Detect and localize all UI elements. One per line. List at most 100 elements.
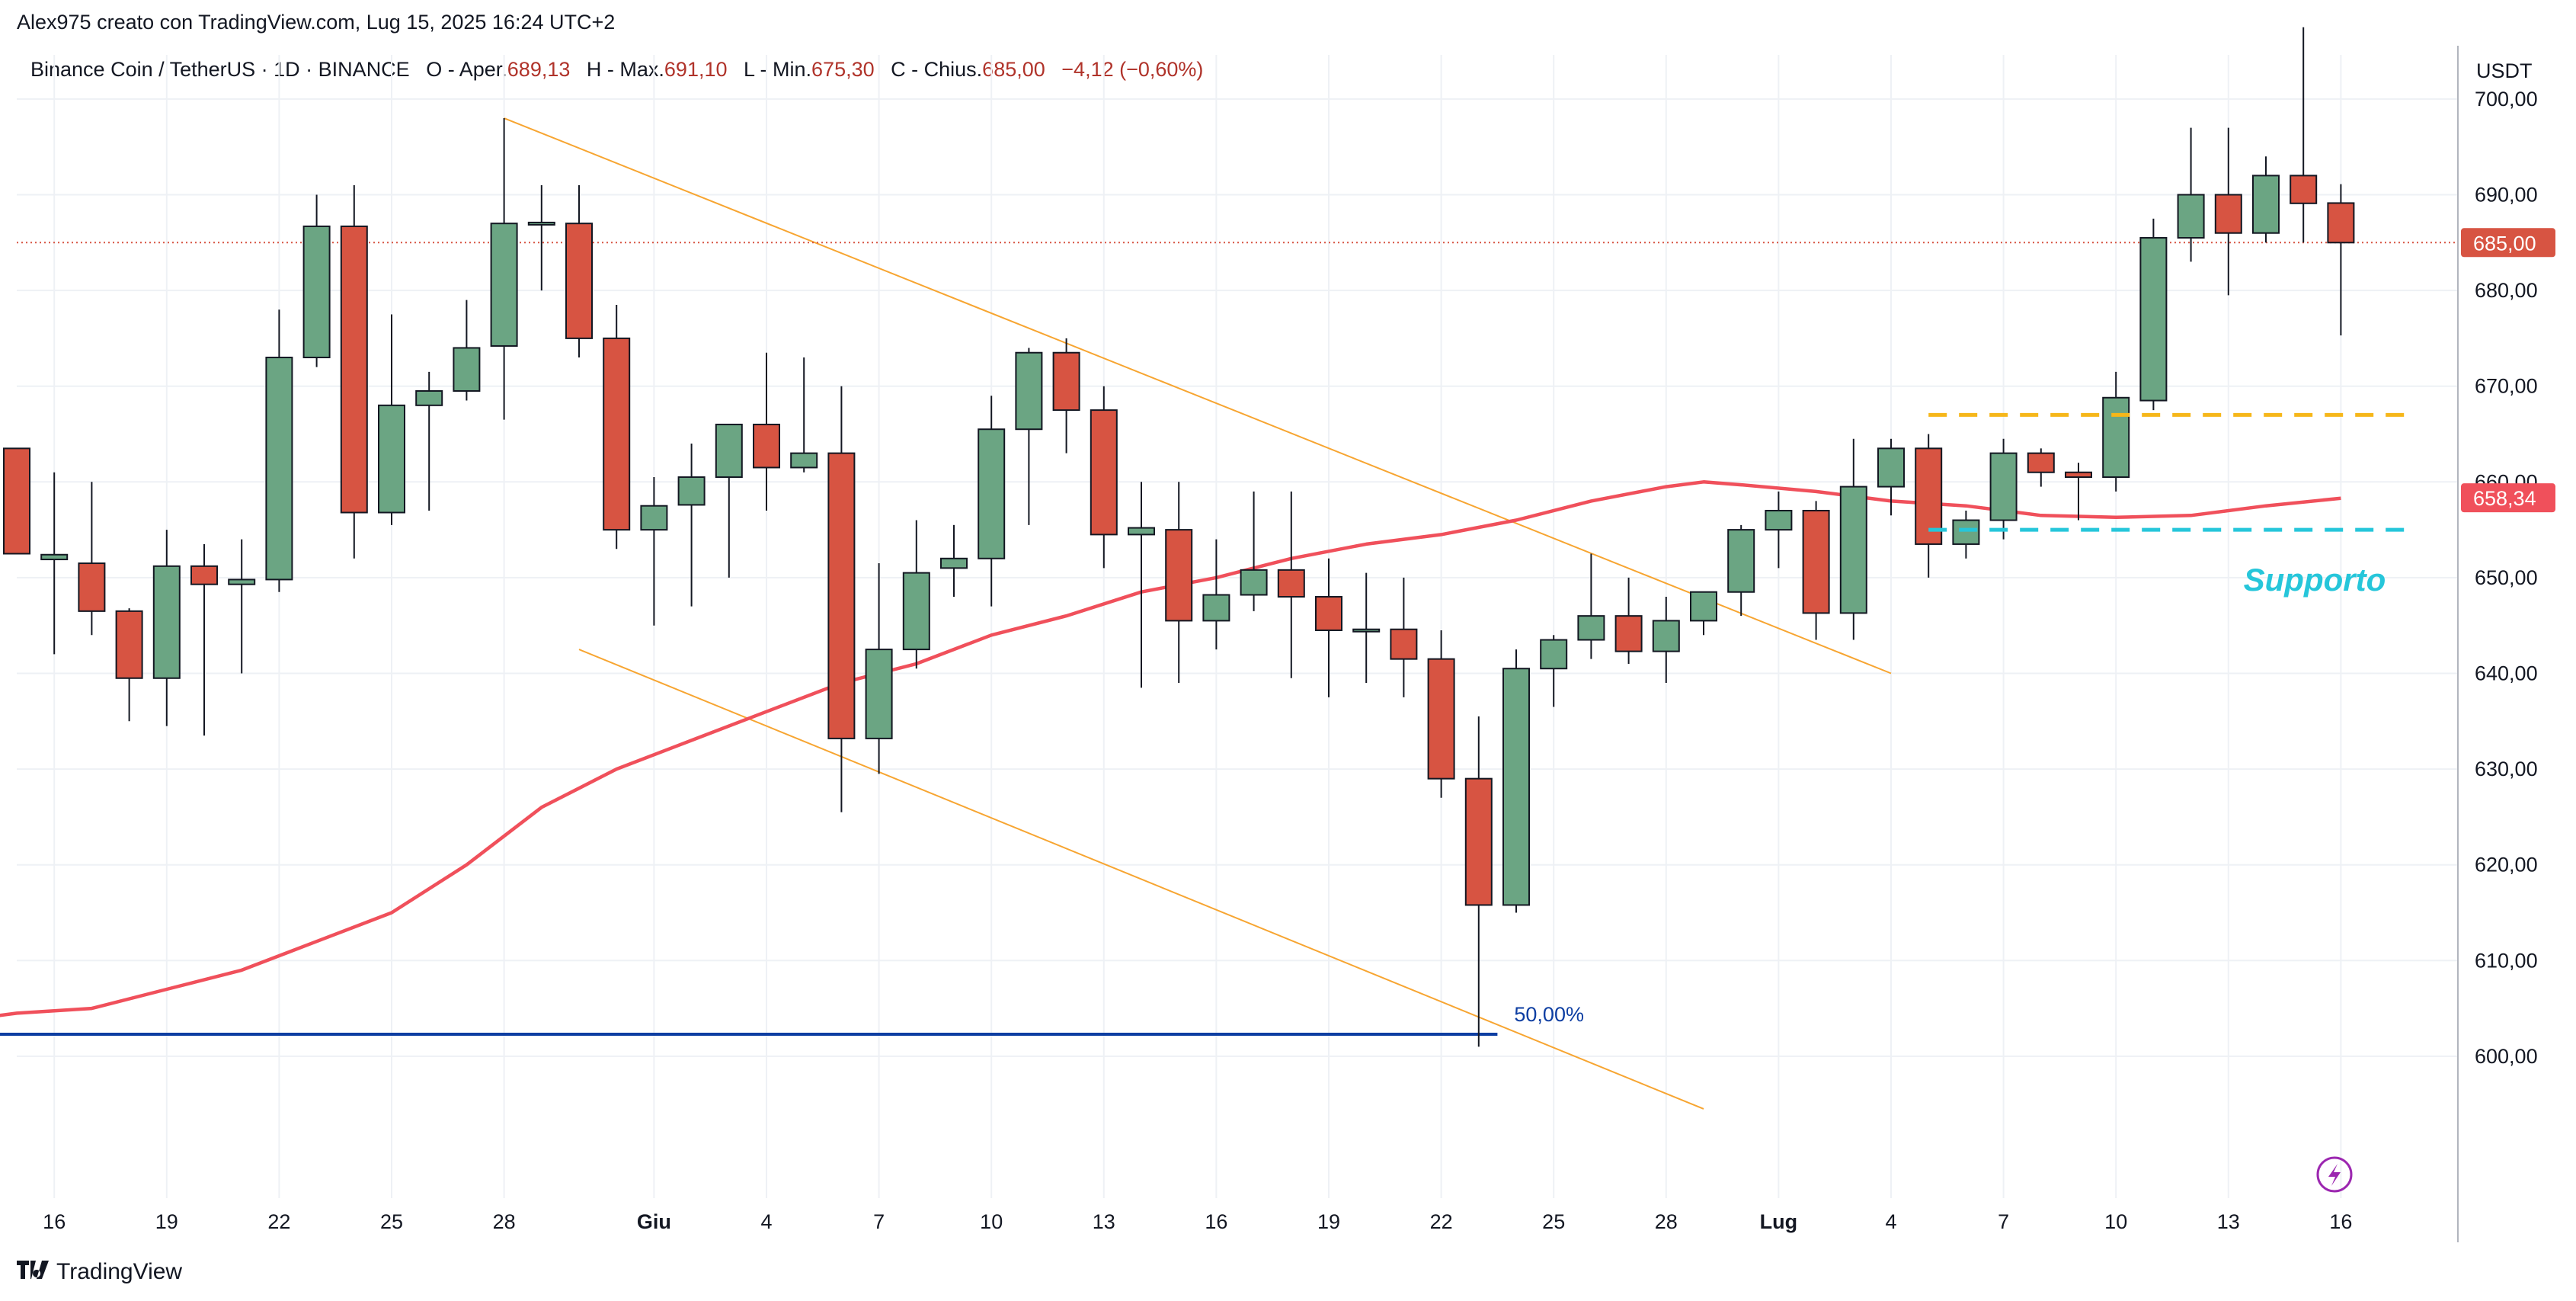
candle-body: [902, 572, 930, 651]
x-tick-label: 25: [380, 1210, 403, 1233]
candle-body: [1765, 509, 1793, 531]
candle-body: [790, 452, 818, 469]
symbol-legend: Binance Coin / TetherUS · 1D · BINANCE O…: [30, 58, 1203, 82]
y-tick-label: 700,00: [2475, 88, 2538, 111]
candle-bullish: [265, 309, 293, 592]
candle-body: [865, 649, 893, 739]
candle-body: [415, 389, 443, 406]
candle-body: [302, 225, 331, 359]
candle-body: [228, 578, 256, 585]
candle-bullish: [1202, 539, 1230, 650]
candle-bullish: [902, 520, 930, 669]
candle-body: [677, 476, 706, 506]
candle-body: [2214, 194, 2242, 234]
candle-bullish: [228, 539, 256, 674]
candle-bearish: [827, 386, 856, 812]
candle-bullish: [378, 314, 405, 525]
ma-price-label-text: 658,34: [2473, 487, 2536, 510]
high-value: 691,10: [664, 58, 728, 81]
candle-bullish: [490, 118, 518, 420]
axes-layer: 600,00610,00620,00630,00640,00650,00660,…: [43, 46, 2555, 1242]
high-label: H - Max.: [586, 58, 664, 81]
candle-body: [565, 223, 593, 339]
x-tick-label: 28: [1655, 1210, 1678, 1233]
candle-bearish: [603, 304, 631, 550]
candle-bullish: [1690, 591, 1717, 636]
candle-bearish: [1277, 491, 1305, 678]
x-tick-label: 22: [1430, 1210, 1453, 1233]
candle-bearish: [2027, 448, 2055, 487]
x-tick-label: Giu: [637, 1210, 671, 1233]
support-label: Supporto: [2244, 562, 2386, 598]
candle-body: [527, 221, 555, 226]
candle-bullish: [940, 524, 968, 598]
fib-level-label: 50,00%: [1514, 1003, 1584, 1026]
x-tick-label: Lug: [1760, 1210, 1797, 1233]
x-tick-label: 13: [2217, 1210, 2240, 1233]
candle-body: [265, 357, 293, 581]
candle-bullish: [1352, 572, 1381, 684]
candle-bearish: [1915, 434, 1943, 578]
open-label: O - Aper.: [426, 58, 507, 81]
candle-bullish: [1727, 524, 1755, 617]
candle-bearish: [565, 184, 593, 358]
candle-bearish: [190, 543, 218, 736]
y-tick-label: 600,00: [2475, 1045, 2538, 1068]
candle-bullish: [1989, 438, 2018, 540]
candle-body: [1989, 452, 2018, 521]
candle-bullish: [978, 396, 1006, 607]
y-tick-label: 650,00: [2475, 566, 2538, 589]
candle-body: [2027, 452, 2055, 473]
candle-body: [1540, 639, 1568, 670]
candle-body: [115, 610, 143, 679]
candle-bullish: [302, 194, 331, 367]
tradingview-logo[interactable]: TradingView: [17, 1259, 182, 1285]
candle-bullish: [677, 444, 706, 607]
candle-bullish: [1877, 438, 1905, 516]
candle-bearish: [78, 482, 106, 636]
candle-body: [1464, 777, 1493, 906]
y-tick-label: 610,00: [2475, 949, 2538, 972]
candle-body: [1727, 529, 1755, 593]
candle-body: [827, 452, 856, 739]
candle-bearish: [1315, 558, 1342, 697]
ma-price-label: 658,34: [2461, 483, 2555, 513]
x-tick-label: 28: [493, 1210, 516, 1233]
candle-body: [1652, 620, 1680, 652]
candle-body: [3, 447, 30, 555]
x-tick-label: 19: [1317, 1210, 1340, 1233]
candle-bullish: [1015, 348, 1043, 525]
low-value: 675,30: [811, 58, 875, 81]
candle-body: [1390, 628, 1418, 660]
candle-body: [453, 347, 481, 392]
candle-bullish: [2102, 371, 2130, 492]
candle-bullish: [527, 184, 555, 291]
chart-credit: Alex975 creato con TradingView.com, Lug …: [17, 11, 616, 34]
candle-bearish: [753, 352, 780, 511]
lightning-icon: [2316, 1156, 2353, 1193]
ma-price-label-bg: [2461, 483, 2555, 513]
close-value: 685,00: [982, 58, 1045, 81]
symbol-name[interactable]: Binance Coin / TetherUS · 1D · BINANCE: [30, 58, 410, 81]
low-label: L - Min.: [744, 58, 812, 81]
x-tick-label: 16: [2329, 1210, 2352, 1233]
y-tick-label: 690,00: [2475, 184, 2538, 207]
x-tick-label: 7: [1998, 1210, 2009, 1233]
candle-bearish: [1427, 630, 1455, 798]
candle-bearish: [1165, 482, 1193, 684]
candle-body: [753, 423, 780, 469]
x-tick-label: 10: [980, 1210, 1003, 1233]
candle-bearish: [340, 184, 368, 559]
candle-body: [715, 423, 743, 479]
candle-body: [2252, 175, 2280, 234]
currency-selector[interactable]: USDT: [2476, 59, 2533, 82]
candle-body: [640, 505, 668, 531]
candles-layer: [3, 27, 2355, 1047]
y-tick-label: 630,00: [2475, 758, 2538, 780]
open-value: 689,13: [507, 58, 571, 81]
candle-body: [1015, 351, 1043, 431]
candle-body: [1090, 409, 1118, 536]
candle-bullish: [2177, 127, 2205, 262]
candle-bullish: [2252, 156, 2280, 243]
